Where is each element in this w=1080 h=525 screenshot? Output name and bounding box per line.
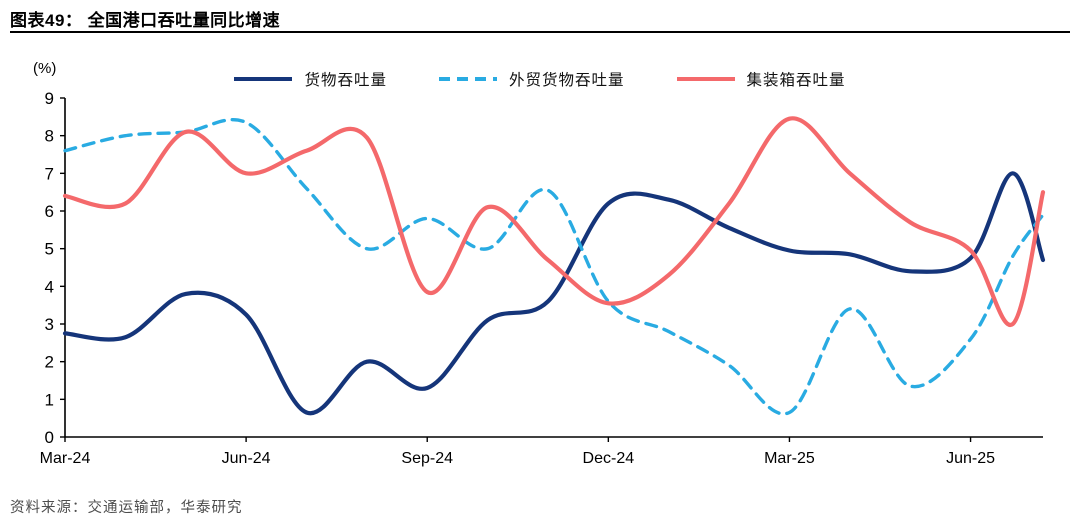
page-title: 图表49： 全国港口吞吐量同比增速 (10, 11, 281, 30)
x-tick-label: Jun-24 (222, 450, 271, 467)
y-tick-label: 9 (45, 89, 54, 108)
x-tick-label: Mar-24 (40, 450, 91, 467)
series-line-1 (62, 171, 1046, 416)
legend-label-container: 集装箱吞吐量 (746, 72, 846, 89)
title-underline (10, 31, 1070, 33)
chart-legend: 货物吞吐量 外贸货物吞吐量 集装箱吞吐量 (0, 68, 1080, 90)
source-note: 资料来源：交通运输部，华泰研究 (10, 500, 243, 516)
x-tick-label: Sep-24 (401, 450, 453, 467)
legend-line-sample-cargo (234, 77, 293, 81)
y-tick-label: 5 (45, 240, 54, 259)
y-axis-unit-label: (%) (33, 60, 57, 77)
legend-item-cargo-throughput: 货物吞吐量 (234, 68, 387, 90)
legend-item-container-throughput: 集装箱吞吐量 (676, 68, 846, 90)
y-tick-label: 0 (45, 428, 54, 447)
y-tick-label: 8 (45, 127, 54, 146)
y-tick-label: 1 (45, 390, 54, 409)
series-line-2 (63, 117, 1045, 416)
x-tick-label: Dec-24 (583, 450, 635, 467)
legend-item-foreign-trade-cargo: 外贸货物吞吐量 (438, 68, 625, 90)
y-tick-label: 3 (45, 315, 54, 334)
legend-label-cargo: 货物吞吐量 (304, 72, 387, 89)
legend-label-foreign-trade: 外贸货物吞吐量 (508, 72, 625, 89)
x-tick-label: Jun-25 (946, 450, 995, 467)
y-tick-label: 4 (45, 277, 54, 296)
x-tick-label: Mar-25 (764, 450, 815, 467)
y-tick-label: 6 (45, 202, 54, 221)
legend-line-sample-container (676, 77, 735, 81)
series-line-3 (62, 116, 1046, 327)
legend-line-sample-foreign-trade (438, 77, 497, 81)
y-tick-label: 7 (45, 164, 54, 183)
y-tick-label: 2 (45, 353, 54, 372)
